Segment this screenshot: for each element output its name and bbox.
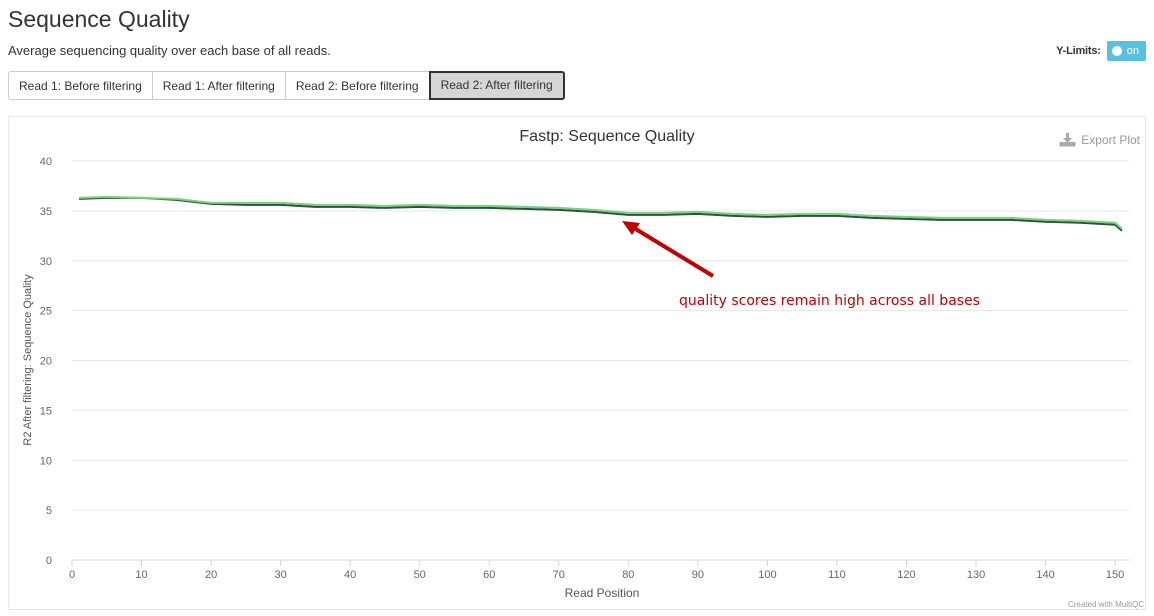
x-tick-label: 30 — [274, 569, 286, 581]
x-tick-label: 70 — [553, 569, 565, 581]
toggle-knob-icon — [1111, 46, 1122, 56]
y-tick-labels: 0 5 10 15 20 25 30 35 40 — [40, 156, 52, 567]
download-icon — [1059, 133, 1076, 147]
annotation-text: quality scores remain high across all ba… — [679, 293, 980, 309]
x-tick-label: 100 — [758, 569, 776, 581]
x-tick-label: 50 — [414, 569, 426, 581]
y-tick-label: 20 — [40, 356, 52, 368]
page-title: Sequence Quality — [8, 6, 190, 32]
y-tick-label: 10 — [40, 455, 52, 467]
x-tick-label: 120 — [897, 569, 915, 581]
y-tick-label: 40 — [40, 156, 52, 168]
y-tick-label: 25 — [40, 306, 52, 318]
toggle-label: on — [1126, 45, 1139, 57]
y-tick-label: 5 — [46, 505, 52, 517]
y-tick-label: 35 — [40, 206, 52, 218]
series-line-2 — [78, 195, 1123, 230]
x-tick-label: 110 — [828, 569, 846, 581]
annotation-arrow — [622, 221, 715, 278]
x-tick-label: 0 — [69, 569, 75, 581]
x-axis-label: Read Position — [565, 586, 640, 600]
series-line-1 — [78, 196, 1123, 232]
chart-grid — [71, 160, 1129, 566]
x-tick-labels: 0 10 20 30 40 50 60 70 80 90 100 110 120 130 140 150 — [69, 569, 1124, 581]
x-tick-label: 20 — [205, 569, 217, 581]
y-tick-label: 0 — [46, 555, 52, 567]
x-tick-label: 60 — [483, 569, 495, 581]
tab-read2-after[interactable]: Read 2: After filtering — [428, 71, 565, 100]
y-axis-label: R2 After filtering: Sequence Quality — [22, 274, 34, 446]
read-tabs: Read 1: Before filtering Read 1: After f… — [8, 71, 565, 100]
x-tick-label: 140 — [1036, 569, 1054, 581]
x-tick-label: 40 — [344, 569, 356, 581]
chart-title: Fastp: Sequence Quality — [519, 128, 694, 145]
x-tick-label: 150 — [1106, 569, 1124, 581]
plot-panel — [8, 116, 1146, 610]
chart-series — [78, 195, 1123, 232]
page-subtitle: Average sequencing quality over each bas… — [8, 43, 331, 58]
y-limits-toggle[interactable]: on — [1106, 41, 1146, 61]
x-tick-label: 10 — [135, 569, 147, 581]
tab-read1-after[interactable]: Read 1: After filtering — [151, 71, 286, 100]
credit-text: Created with MultiQC — [1067, 600, 1144, 609]
y-limits-label: Y-Limits: — [1056, 45, 1101, 57]
x-tick-label: 90 — [692, 569, 704, 581]
export-plot-button[interactable]: Export Plot — [1059, 133, 1140, 147]
y-tick-label: 15 — [40, 405, 52, 417]
export-plot-label: Export Plot — [1081, 133, 1140, 147]
y-tick-label: 30 — [40, 256, 52, 268]
tab-read2-before[interactable]: Read 2: Before filtering — [284, 71, 430, 100]
x-tick-label: 80 — [622, 569, 634, 581]
x-tick-label: 130 — [967, 569, 985, 581]
y-limits-control: Y-Limits: on — [1056, 41, 1146, 61]
